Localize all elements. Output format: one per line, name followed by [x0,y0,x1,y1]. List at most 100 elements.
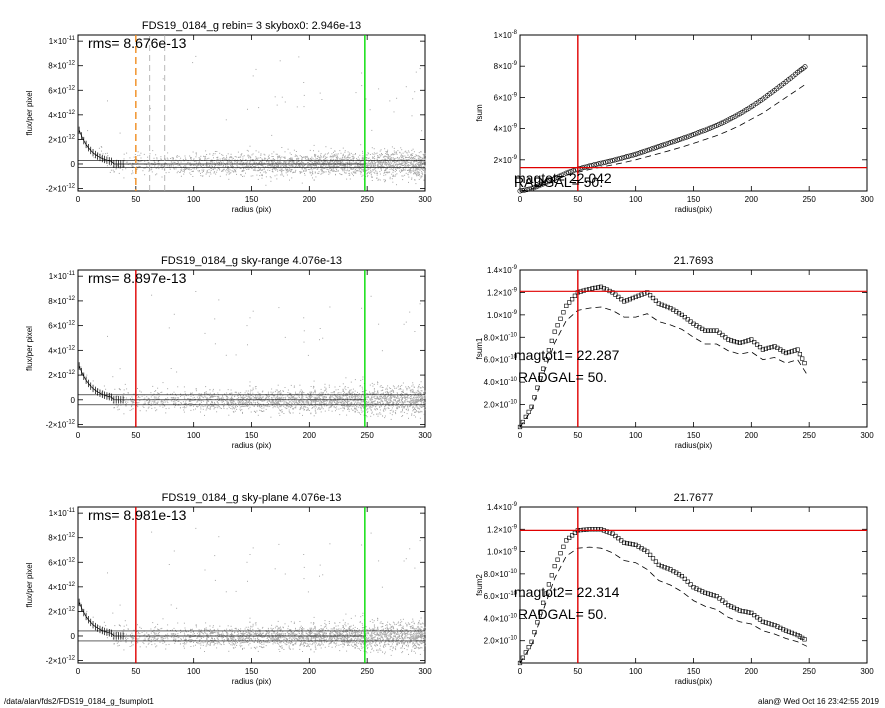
data-point [180,395,181,397]
data-point [379,162,381,164]
data-point [406,389,408,391]
data-point [372,399,374,401]
data-point [237,400,239,402]
data-point [134,154,136,155]
data-point [417,173,419,175]
data-point [324,168,326,169]
data-point [231,166,233,168]
data-point [405,86,407,88]
data-point [276,153,278,155]
data-point [249,160,251,162]
data-point [236,408,238,410]
data-point [411,161,413,163]
data-point [359,402,361,404]
data-point [239,408,241,410]
data-point [250,398,252,400]
data-marker [700,128,706,134]
data-point [170,165,172,167]
data-point [247,155,249,157]
data-point [392,171,394,173]
data-point [371,163,373,165]
data-point [107,397,109,399]
data-point [105,160,107,162]
data-point [413,406,415,408]
data-point [410,403,412,405]
data-point [285,164,287,166]
data-point [335,165,337,167]
data-point [237,165,238,167]
data-point [192,399,194,401]
data-point [248,393,250,395]
data-point [421,175,423,177]
data-point [353,405,355,407]
data-point [295,162,297,164]
data-point [138,160,139,162]
data-point [327,165,329,167]
data-point [271,153,273,155]
data-point [411,177,413,179]
data-point [334,398,336,400]
data-point [326,168,328,170]
data-point [374,172,376,174]
data-point [121,401,123,403]
data-point [402,179,404,181]
data-point [335,395,336,397]
data-point [154,391,156,392]
data-point [286,395,288,397]
data-point [309,165,311,167]
data-point [413,400,415,402]
data-point [349,167,351,169]
data-point [344,395,346,397]
data-point [326,391,328,393]
data-point [330,400,332,402]
data-point [424,153,426,155]
data-point [367,410,369,412]
data-point [293,160,295,162]
data-point [227,402,229,404]
data-point [325,405,327,407]
data-point [402,168,404,170]
data-point [277,158,279,160]
data-point [168,327,170,329]
data-point [325,161,327,163]
data-point [290,405,292,407]
data-point [392,166,394,168]
data-point [366,176,368,178]
data-point [400,401,402,403]
data-point [330,160,331,162]
data-point [240,154,242,155]
data-point [401,416,403,417]
data-point [329,164,330,166]
data-point [343,157,345,159]
data-point [280,390,281,392]
data-point [337,402,339,404]
data-point [278,403,280,404]
data-point [420,410,422,412]
data-point [332,156,334,158]
data-point [404,393,406,394]
data-point [222,154,224,156]
data-point [374,397,376,399]
data-point [261,407,263,409]
data-point [389,161,391,163]
data-point [416,163,418,164]
data-point [390,158,391,160]
data-point [300,162,302,164]
data-point [266,401,268,403]
data-point [350,172,352,174]
data-point [216,169,218,171]
y-tick-label: 8×10-12 [48,296,75,306]
data-point [395,151,397,153]
data-point [362,156,364,158]
data-point [380,385,382,386]
data-point [267,158,269,160]
data-point [254,163,256,165]
data-point [334,399,336,401]
data-point [350,158,352,160]
data-point [153,160,155,162]
data-point [294,402,295,404]
data-point [231,164,233,166]
data-point [342,157,344,159]
data-point [132,408,134,410]
data-point [416,400,418,402]
